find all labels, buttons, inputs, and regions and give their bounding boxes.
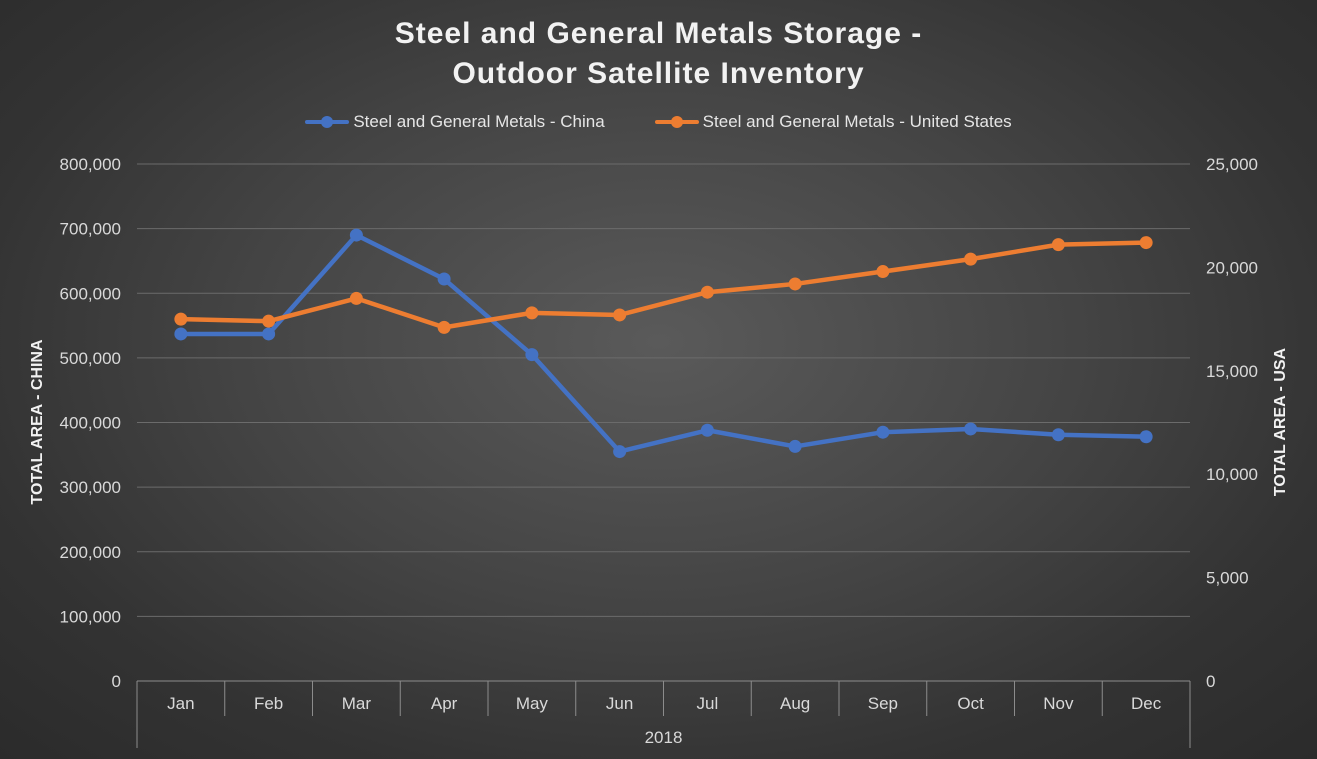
x-tick-label: Nov bbox=[1043, 694, 1074, 713]
x-tick-label: Jul bbox=[697, 694, 719, 713]
legend-item-china: Steel and General Metals - China bbox=[305, 112, 605, 132]
data-point bbox=[700, 423, 714, 437]
data-point bbox=[788, 277, 802, 291]
x-tick-label: Dec bbox=[1131, 694, 1162, 713]
y-left-tick-label: 0 bbox=[112, 672, 121, 691]
data-point bbox=[964, 252, 978, 266]
series-line-1 bbox=[178, 240, 1149, 330]
x-tick-label: Apr bbox=[431, 694, 458, 713]
data-point bbox=[437, 320, 451, 334]
x-tick-label: Aug bbox=[780, 694, 810, 713]
y-left-tick-label: 300,000 bbox=[60, 478, 121, 497]
data-point bbox=[262, 314, 276, 328]
data-point bbox=[262, 327, 276, 341]
y-right-tick-label: 25,000 bbox=[1206, 155, 1258, 174]
y-right-tick-label: 20,000 bbox=[1206, 258, 1258, 277]
legend: Steel and General Metals - China Steel a… bbox=[0, 112, 1317, 132]
data-point bbox=[788, 439, 802, 453]
data-point bbox=[1139, 236, 1153, 250]
y-left-tick-label: 800,000 bbox=[60, 155, 121, 174]
y-right-tick-label: 5,000 bbox=[1206, 569, 1249, 588]
x-tick-label: May bbox=[516, 694, 549, 713]
data-point bbox=[174, 312, 188, 326]
data-point bbox=[349, 228, 363, 242]
x-tick-label: Jun bbox=[606, 694, 633, 713]
data-point bbox=[1051, 428, 1065, 442]
x-tick-label: Mar bbox=[342, 694, 372, 713]
legend-swatch-us bbox=[654, 116, 699, 128]
data-point bbox=[1051, 238, 1065, 252]
series-line-0 bbox=[178, 232, 1149, 454]
data-point bbox=[349, 291, 363, 305]
data-point bbox=[876, 425, 890, 439]
data-point bbox=[876, 265, 890, 279]
legend-marker-china bbox=[321, 116, 334, 128]
data-point bbox=[613, 445, 627, 459]
y-right-tick-label: 15,000 bbox=[1206, 362, 1258, 381]
y-left-tick-label: 600,000 bbox=[60, 284, 121, 303]
legend-label-china: Steel and General Metals - China bbox=[353, 112, 605, 131]
data-point bbox=[613, 308, 627, 322]
legend-label-us: Steel and General Metals - United States bbox=[702, 112, 1012, 131]
y-left-tick-label: 200,000 bbox=[60, 543, 121, 562]
y-left-tick-label: 500,000 bbox=[60, 349, 121, 368]
data-point bbox=[525, 306, 539, 320]
x-tick-label: Feb bbox=[254, 694, 283, 713]
y-left-tick-label: 100,000 bbox=[60, 607, 121, 626]
data-point bbox=[700, 285, 714, 299]
x-tick-label: Oct bbox=[957, 694, 984, 713]
y-right-tick-label: 10,000 bbox=[1206, 465, 1258, 484]
data-point bbox=[174, 327, 188, 341]
data-point bbox=[964, 422, 978, 436]
chart-title-line-1: Steel and General Metals Storage - bbox=[394, 17, 923, 50]
legend-marker-us bbox=[670, 116, 683, 128]
x-tick-label: Sep bbox=[868, 694, 898, 713]
legend-swatch-china bbox=[305, 116, 350, 128]
x-tick-label: Jan bbox=[167, 694, 194, 713]
legend-item-us: Steel and General Metals - United States bbox=[654, 112, 1012, 132]
y-left-tick-label: 700,000 bbox=[60, 220, 121, 239]
data-point bbox=[1139, 430, 1153, 444]
y-right-tick-label: 0 bbox=[1206, 672, 1215, 691]
chart-title-line-2: Outdoor Satellite Inventory bbox=[452, 57, 865, 90]
y-left-tick-label: 400,000 bbox=[60, 414, 121, 433]
data-point bbox=[437, 272, 451, 286]
data-point bbox=[525, 348, 539, 362]
x-group-label: 2018 bbox=[645, 728, 683, 747]
